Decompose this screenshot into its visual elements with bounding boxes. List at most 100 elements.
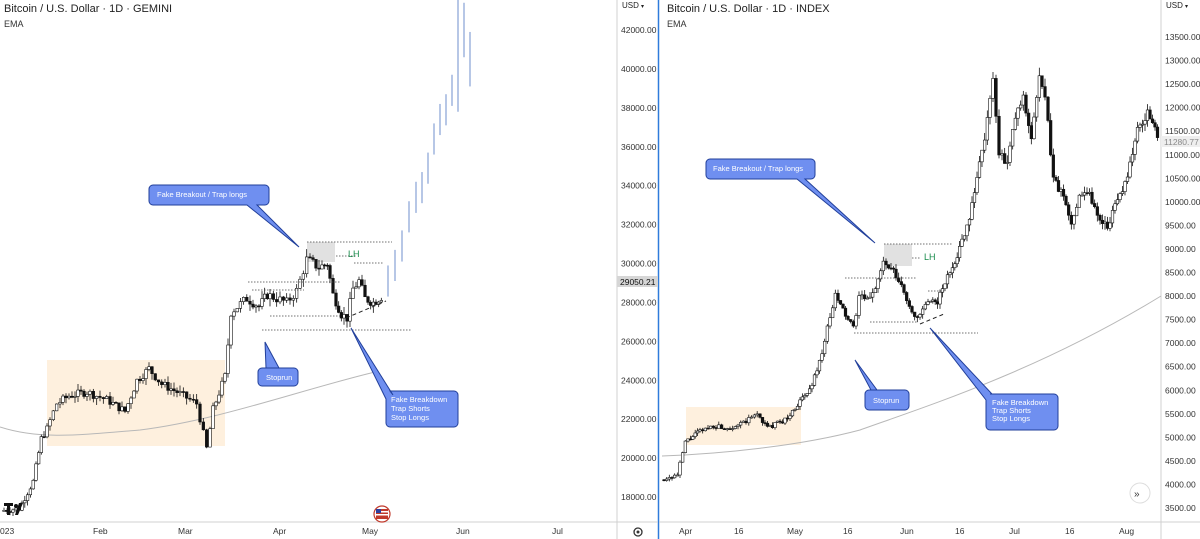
right-candle-body [957,246,962,258]
right-candle-body [997,115,1001,156]
right-candle-body [991,78,995,99]
right-fake-breakdown-line-1: Fake Breakdown [992,398,1048,407]
right-candle-body [950,267,954,274]
right-price-axis[interactable]: 13500.00 13000.00 12500.00 12000.00 11500.00… [1165,32,1200,513]
left-price-axis[interactable]: 42000.00 40000.00 38000.00 36000.00 34000.00… [621,25,657,502]
left-candle-body [357,279,361,288]
right-time-axis[interactable]: Apr 16 May 16 Jun 16 Jul 16 Aug [679,526,1134,536]
right-candle-body [975,177,979,193]
left-time-tick: Feb [93,526,108,536]
right-candle-body [731,428,735,430]
right-candle-body [1056,180,1061,192]
left-indicator-label[interactable]: EMA [4,19,24,29]
us-flag-event-icon[interactable] [373,505,391,523]
left-candle-body [55,403,59,412]
left-candle-body [242,297,246,302]
left-candle-body [317,267,321,270]
left-candle-body [108,396,112,405]
right-candle-body [1013,117,1017,130]
right-candle-body [815,370,819,376]
settings-icon[interactable] [633,527,643,537]
right-stoprun-text: Stoprun [873,396,899,405]
left-currency-menu[interactable]: USD ▾ [622,1,644,10]
left-price-tick: 18000.00 [621,492,657,502]
left-candle-body [348,298,352,322]
right-candle-body [972,192,977,203]
right-candle-body [910,306,914,313]
right-candle-body [698,429,702,432]
right-range-box [686,407,801,445]
right-candle-body [881,260,885,272]
right-price-tick: 13500.00 [1165,32,1200,42]
right-price-tick: 12000.00 [1165,103,1200,113]
left-candle-body [217,394,221,403]
right-candle-body [863,294,867,300]
right-candle-body [670,477,674,479]
left-fake-breakdown-callout[interactable]: Fake Breakdown Trap Shorts Stop Longs [350,327,459,428]
left-price-tick: 34000.00 [621,181,657,191]
left-fake-breakout-text: Fake Breakout / Trap longs [157,190,247,199]
right-price-tick: 5000.00 [1165,432,1196,442]
left-candle-body [263,293,267,299]
left-candle-body [79,389,83,392]
right-candle-body [1016,107,1020,119]
right-candle-body [865,297,869,300]
right-candle-body [1054,176,1058,181]
right-price-tick: 12500.00 [1165,79,1200,89]
left-time-axis[interactable]: 023 Feb Mar Apr May Jun Jul [0,526,563,536]
right-stoprun-callout[interactable]: Stoprun [854,359,910,411]
left-candle-body [220,380,224,396]
right-candle-body [807,388,812,394]
left-candle-body [153,373,157,381]
right-candle-body [1128,161,1132,178]
left-candle-body [223,373,227,382]
right-candle-body [897,277,901,282]
right-fake-breakdown-callout[interactable]: Fake Breakdown Trap Shorts Stop Longs [929,327,1059,431]
right-candle-body [854,315,858,327]
right-candle-body [831,307,835,319]
left-candle-body [163,382,167,385]
right-candle-body [744,420,748,424]
right-candle-body [926,301,930,305]
left-candle-body [235,308,239,313]
right-candle-body [899,281,903,285]
right-price-tick: 9000.00 [1165,244,1196,254]
right-candle-body [717,424,721,429]
right-candle-body [962,235,967,240]
right-candle-body [695,430,700,434]
left-candle-body [328,265,332,279]
left-candle-body [166,382,170,391]
right-time-tick: 16 [843,526,853,536]
left-candle-body [73,396,77,398]
right-indicator-label[interactable]: EMA [667,19,687,29]
right-candle-body [805,393,809,396]
left-candle-body [2,510,6,512]
left-candle-body [278,296,282,303]
right-candle-body [955,257,959,265]
left-candle-body [205,429,209,448]
left-fake-breakdown-line-2: Trap Shorts [391,404,430,413]
right-time-tick: 16 [955,526,965,536]
right-candles [662,67,1160,482]
right-time-tick: Apr [679,526,692,536]
left-candle-body [271,293,275,300]
scroll-to-latest-button[interactable]: » [1129,482,1151,504]
right-currency-menu[interactable]: USD ▾ [1166,1,1188,10]
left-candle-body [229,315,233,346]
left-candle-body [369,302,373,306]
left-stoprun-callout[interactable]: Stoprun [257,341,299,387]
right-candle-body [940,288,945,293]
left-candle-body [291,298,295,301]
right-fake-breakout-callout[interactable]: Fake Breakout / Trap longs [705,158,876,244]
right-last-price: 11280.77 [1164,137,1199,147]
left-candle-body [156,379,161,383]
right-candle-body [1098,215,1102,221]
right-time-tick: Aug [1119,526,1134,536]
tradingview-logo-icon[interactable] [4,503,23,515]
right-time-tick: May [787,526,804,536]
left-fake-breakout-callout[interactable]: Fake Breakout / Trap longs [148,184,300,248]
right-price-tick: 7000.00 [1165,338,1196,348]
left-time-tick: May [362,526,379,536]
right-candle-body [1049,120,1053,156]
right-candle-body [894,268,898,279]
